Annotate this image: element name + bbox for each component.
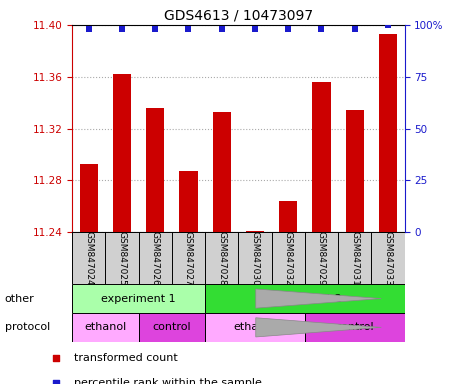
Point	[384, 22, 392, 28]
Text: GSM847026: GSM847026	[151, 231, 159, 286]
Text: GSM847024: GSM847024	[84, 231, 93, 286]
Bar	[379, 34, 397, 232]
Text: other: other	[5, 293, 34, 304]
Bar	[205, 284, 405, 313]
Text: GSM847030: GSM847030	[251, 231, 259, 286]
Bar	[213, 112, 231, 232]
Bar	[305, 313, 405, 342]
Point	[152, 26, 159, 32]
Point	[118, 26, 126, 32]
Point	[288, 27, 295, 33]
Text: GSM847033: GSM847033	[384, 231, 392, 286]
Text: GSM847029: GSM847029	[317, 231, 326, 286]
Bar	[72, 313, 139, 342]
Bar	[312, 82, 331, 232]
Bar	[80, 164, 98, 232]
Bar	[279, 201, 297, 232]
Bar	[139, 313, 205, 342]
Bar	[205, 313, 305, 342]
Text: protocol: protocol	[5, 322, 50, 333]
Point	[218, 26, 226, 32]
Text: experiment 1: experiment 1	[101, 293, 176, 304]
Text: GSM847025: GSM847025	[118, 231, 126, 286]
Text: experiment 2: experiment 2	[267, 293, 342, 304]
Point	[185, 26, 192, 32]
Bar	[179, 171, 198, 232]
Bar	[246, 231, 264, 232]
Bar	[72, 284, 205, 313]
Text: ethanol: ethanol	[234, 322, 276, 333]
Text: GSM847028: GSM847028	[217, 231, 226, 286]
Title: GDS4613 / 10473097: GDS4613 / 10473097	[164, 8, 313, 22]
Point	[251, 26, 259, 32]
Text: GSM847032: GSM847032	[284, 231, 292, 286]
Text: control: control	[153, 322, 191, 333]
Text: percentile rank within the sample: percentile rank within the sample	[74, 378, 262, 384]
Text: control: control	[335, 322, 374, 333]
Bar	[113, 74, 131, 232]
Point	[285, 26, 292, 32]
Point	[351, 26, 359, 32]
Point	[85, 26, 93, 32]
Point	[318, 26, 325, 32]
Text: transformed count: transformed count	[74, 353, 178, 363]
Text: GSM847027: GSM847027	[184, 231, 193, 286]
Point	[288, 254, 295, 260]
Text: ethanol: ethanol	[84, 322, 126, 333]
Bar	[146, 108, 164, 232]
Text: GSM847031: GSM847031	[350, 231, 359, 286]
Bar	[345, 111, 364, 232]
